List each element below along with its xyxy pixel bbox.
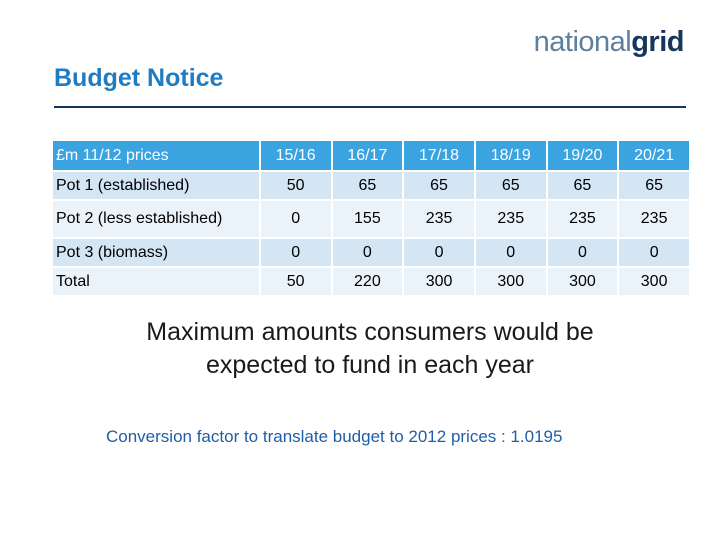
budget-table: £m 11/12 prices 15/16 16/17 17/18 18/19 …	[53, 141, 691, 297]
value-cell: 300	[619, 268, 691, 297]
caption-line-2: expected to fund in each year	[205, 351, 534, 379]
header-cell-year: 17/18	[404, 141, 476, 172]
value-cell: 235	[404, 201, 476, 239]
title-divider	[54, 106, 686, 108]
value-cell: 65	[475, 172, 548, 201]
page-title: Budget Notice	[54, 64, 224, 92]
value-cell: 300	[404, 268, 476, 297]
value-cell: 0	[619, 239, 691, 268]
value-cell: 65	[332, 172, 405, 201]
header-cell-year: 18/19	[475, 141, 548, 172]
caption-text: Maximum amounts consumers would be expec…	[100, 316, 640, 382]
table-header-row: £m 11/12 prices 15/16 16/17 17/18 18/19 …	[53, 141, 691, 172]
table-row-pot1: Pot 1 (established) 50 65 65 65 65 65	[53, 172, 691, 201]
row-label: Total	[53, 268, 261, 297]
value-cell: 235	[619, 201, 691, 239]
conversion-factor-note: Conversion factor to translate budget to…	[106, 427, 563, 446]
value-cell: 0	[260, 239, 333, 268]
value-cell: 0	[475, 239, 548, 268]
value-cell: 0	[404, 239, 476, 268]
value-cell: 300	[547, 268, 620, 297]
header-cell-year: 15/16	[260, 141, 333, 172]
table-row-pot2: Pot 2 (less established) 0 155 235 235 2…	[53, 201, 691, 239]
table-row-pot3: Pot 3 (biomass) 0 0 0 0 0 0	[53, 239, 691, 268]
value-cell: 220	[332, 268, 405, 297]
logo-grid: grid	[631, 26, 684, 58]
header-cell-prices: £m 11/12 prices	[53, 141, 261, 172]
row-label: Pot 2 (less established)	[53, 201, 261, 239]
logo-national: national	[533, 26, 632, 58]
value-cell: 235	[547, 201, 620, 239]
header-cell-year: 20/21	[619, 141, 691, 172]
value-cell: 65	[404, 172, 476, 201]
value-cell: 155	[332, 201, 405, 239]
value-cell: 50	[260, 172, 333, 201]
value-cell: 65	[619, 172, 691, 201]
table-row-total: Total 50 220 300 300 300 300	[53, 268, 691, 297]
value-cell: 0	[332, 239, 405, 268]
header-cell-year: 16/17	[332, 141, 405, 172]
value-cell: 65	[547, 172, 620, 201]
caption-line-1: Maximum amounts consumers would be	[146, 318, 594, 346]
value-cell: 0	[260, 201, 333, 239]
value-cell: 0	[547, 239, 620, 268]
value-cell: 50	[260, 268, 333, 297]
row-label: Pot 1 (established)	[53, 172, 261, 201]
row-label: Pot 3 (biomass)	[53, 239, 261, 268]
national-grid-logo: nationalgrid	[533, 26, 685, 59]
value-cell: 235	[475, 201, 548, 239]
value-cell: 300	[475, 268, 548, 297]
header-cell-year: 19/20	[547, 141, 620, 172]
